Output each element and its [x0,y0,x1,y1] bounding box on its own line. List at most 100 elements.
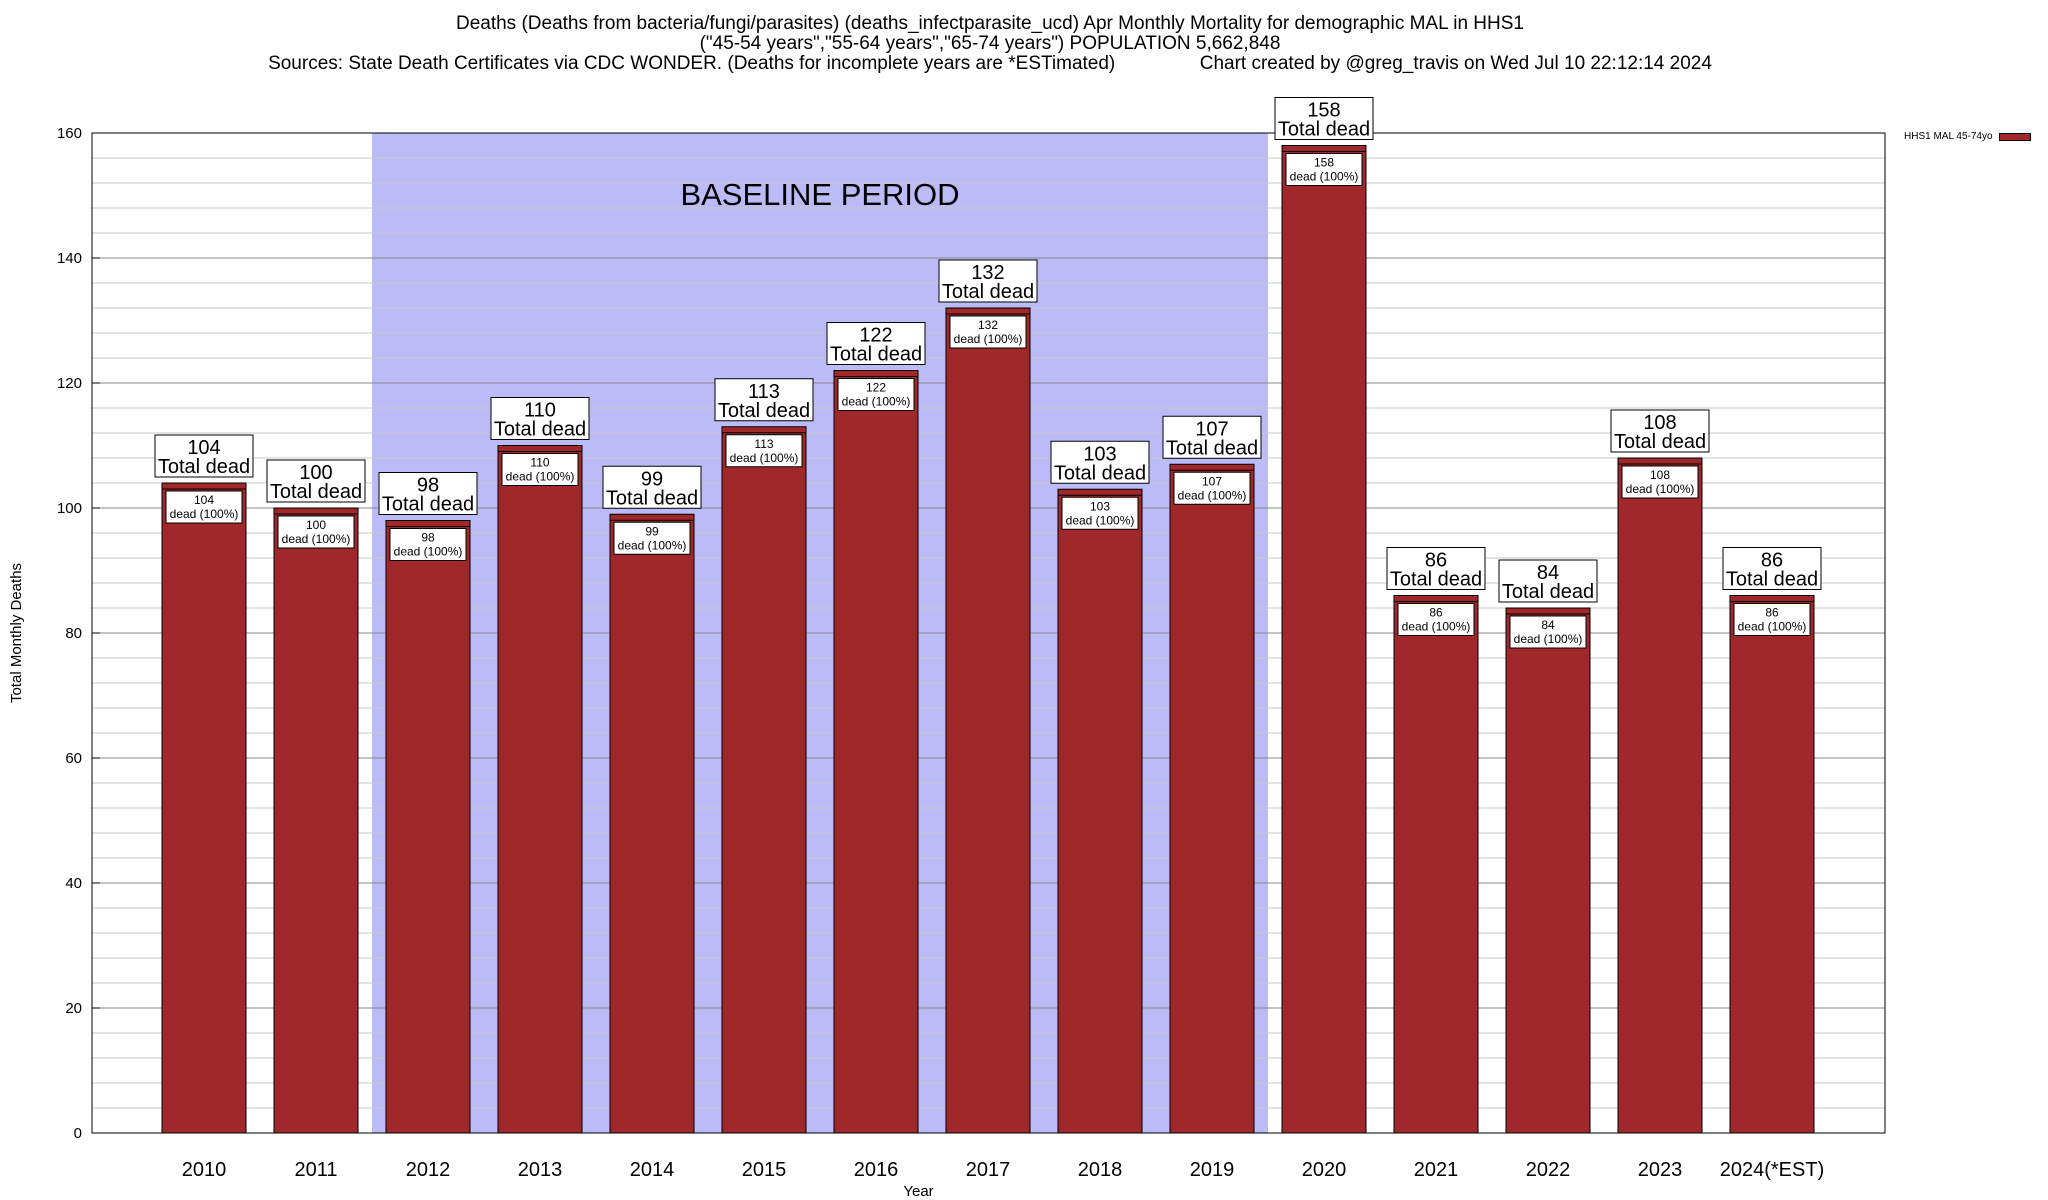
inner-label-text: dead (100%) [618,538,687,552]
bar [721,426,807,1134]
bar [1281,145,1367,1134]
y-axis-label: Total Monthly Deaths [8,563,25,703]
inner-label-box [1285,153,1363,186]
inner-label-text: dead (100%) [1514,632,1583,646]
baseline-label: BASELINE PERIOD [680,177,959,212]
inner-label-text: dead (100%) [730,451,799,465]
legend-swatch [1998,132,2031,141]
top-label-value: 104 [187,437,220,459]
x-tick-label: 2022 [1526,1159,1571,1181]
inner-label-value: 84 [1541,618,1555,632]
x-tick-label: 2023 [1638,1159,1683,1181]
inner-label-value: 132 [978,318,998,332]
top-label-value: 122 [859,325,892,347]
top-label-box [826,322,926,365]
x-tick-label: 2020 [1302,1159,1347,1181]
top-label-value: 84 [1537,562,1559,584]
inner-label-box [277,515,355,549]
y-tick-label: 140 [57,250,82,267]
bar [161,482,247,1134]
top-label-box [1386,547,1486,590]
y-tick-label: 80 [65,625,82,642]
top-label-box [602,465,702,509]
inner-label-value: 113 [754,437,773,451]
top-label-text: Total dead [1726,569,1818,591]
top-label-box [266,459,366,503]
bar [497,445,583,1134]
x-tick-label: 2011 [294,1159,337,1181]
inner-label-text: dead (100%) [1178,488,1247,502]
bar [1169,463,1255,1134]
y-tick-label: 0 [74,1125,82,1142]
x-tick-label: 2010 [182,1159,227,1181]
bar [1729,595,1815,1134]
x-tick-label: 2021 [1414,1159,1459,1181]
bar [385,520,471,1134]
y-tick-label: 60 [65,750,82,767]
y-tick-label: 160 [57,125,82,142]
inner-label-box [949,315,1027,349]
top-label-box [1162,415,1262,459]
inner-label-box [165,490,243,524]
inner-label-box [613,521,691,555]
top-label-value: 99 [641,468,663,490]
top-label-text: Total dead [1166,437,1258,459]
y-tick-label: 20 [65,1000,82,1017]
top-label-box [490,397,590,440]
legend-label: HHS1 MAL 45-74yo [1904,131,1993,142]
inner-label-box [837,378,915,411]
top-label-box [154,434,254,478]
bar [273,507,359,1134]
inner-label-value: 104 [194,493,214,507]
inner-label-text: dead (100%) [1066,513,1135,527]
top-label-value: 103 [1083,443,1116,465]
inner-label-text: dead (100%) [954,332,1023,346]
inner-label-value: 103 [1090,499,1110,513]
top-label-box [1498,559,1598,603]
top-label-value: 132 [971,262,1004,284]
top-label-value: 98 [417,475,439,497]
inner-label-value: 99 [645,524,659,538]
top-label-value: 110 [524,400,556,422]
inner-label-value: 122 [866,381,886,395]
inner-label-value: 98 [421,531,435,545]
top-label-box [1722,547,1822,590]
top-label-box [1050,440,1150,484]
top-label-text: Total dead [494,419,586,441]
y-tick-label: 40 [65,875,82,892]
inner-label-text: dead (100%) [842,395,911,409]
top-label-box [1274,97,1374,140]
title-line-1: Deaths (Deaths from bacteria/fungi/paras… [455,13,1524,34]
inner-label-value: 107 [1202,474,1222,488]
inner-label-value: 86 [1765,606,1779,620]
top-label-text: Total dead [270,481,362,503]
bar [1393,595,1479,1134]
inner-label-box [1733,603,1811,636]
top-label-text: Total dead [606,487,698,509]
top-label-value: 100 [299,462,332,484]
top-label-value: 158 [1307,100,1340,122]
inner-label-text: dead (100%) [1626,482,1695,496]
top-label-value: 86 [1761,550,1783,572]
top-label-text: Total dead [830,344,922,366]
top-label-box [378,472,478,515]
top-label-box [938,259,1038,303]
top-label-text: Total dead [1502,581,1594,603]
x-tick-label: 2019 [1190,1159,1235,1181]
inner-label-value: 110 [530,456,549,470]
inner-label-box [1061,496,1139,530]
inner-label-text: dead (100%) [282,532,351,546]
top-label-text: Total dead [1054,462,1146,484]
x-tick-label: 2017 [966,1159,1011,1181]
top-label-box [714,378,814,422]
top-label-text: Total dead [1278,119,1370,141]
inner-label-box [1509,615,1587,649]
x-tick-label: 2012 [406,1159,451,1181]
top-label-text: Total dead [942,281,1034,303]
inner-label-text: dead (100%) [1402,620,1471,634]
inner-label-value: 108 [1650,468,1670,482]
inner-label-box [1173,471,1251,505]
bar [609,513,695,1134]
inner-label-box [725,434,803,468]
chart-title: Deaths (Deaths from bacteria/fungi/paras… [0,14,1980,74]
